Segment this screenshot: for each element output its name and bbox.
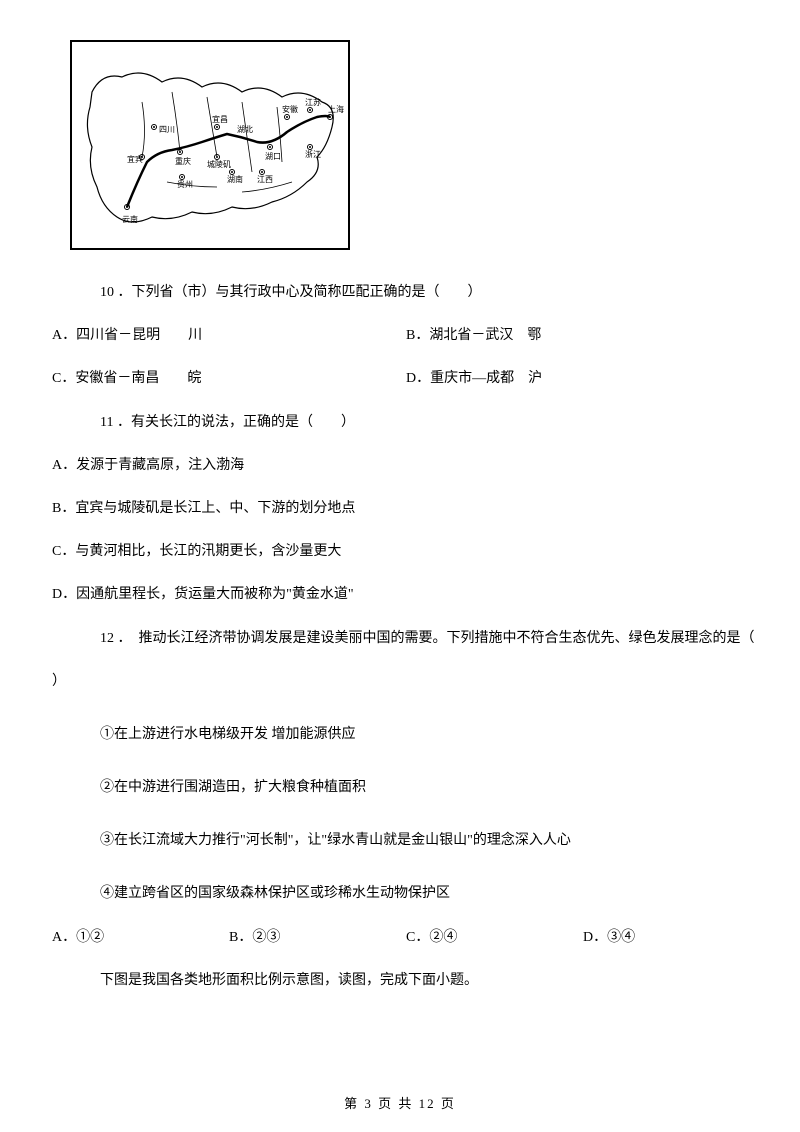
- map-label: 重庆: [175, 156, 191, 166]
- map-label: 浙江: [305, 149, 321, 159]
- map-label: 江西: [257, 175, 273, 184]
- q12-item-1: ①在上游进行水电梯级开发 增加能源供应: [100, 722, 760, 747]
- map-label: 上海: [328, 104, 344, 114]
- q11-option-d: D．因通航里程长，货运量大而被称为"黄金水道": [52, 582, 760, 607]
- map-label: 江苏: [305, 97, 321, 107]
- q11-stem: 11 ．有关长江的说法，正确的是（ ）: [100, 410, 760, 435]
- next-intro: 下图是我国各类地形面积比例示意图，读图，完成下面小题。: [100, 968, 760, 993]
- map-outer-border: [87, 73, 333, 222]
- q11-option-a: A．发源于青藏高原，注入渤海: [52, 453, 760, 478]
- map-label: 湖南: [227, 174, 243, 184]
- map-label: 四川: [159, 125, 175, 134]
- q12-option-a: A．①②: [52, 925, 229, 950]
- q10-stem: 10 ．下列省（市）与其行政中心及简称匹配正确的是（ ）: [100, 280, 760, 305]
- q10-option-d: D．重庆市—成都 沪: [406, 366, 760, 391]
- map-label: 宜昌: [212, 114, 228, 124]
- q12-option-d: D．③④: [583, 925, 760, 950]
- q12-stem-suffix: ）: [52, 669, 760, 694]
- q12-stem-line: 12 ． 推动长江经济带协调发展是建设美丽中国的需要。下列措施中不符合生态优先、…: [100, 626, 760, 651]
- map-labels: 四川宜宾 重庆贵州云南 宜昌湖北城陵矶湖南 江西 湖口 安徽江苏上海浙江: [122, 97, 344, 224]
- map-label: 湖口: [265, 152, 281, 161]
- q10-options-row1: A．四川省－昆明 川 B．湖北省－武汉 鄂: [52, 323, 760, 348]
- page-footer: 第 3 页 共 12 页: [0, 1093, 800, 1112]
- q11-option-b: B．宜宾与城陵矶是长江上、中、下游的划分地点: [52, 496, 760, 521]
- q10-option-a: A．四川省－昆明 川: [52, 323, 406, 348]
- map-label: 贵州: [177, 179, 193, 189]
- map-label: 云南: [122, 214, 138, 224]
- map-figure: 四川宜宾 重庆贵州云南 宜昌湖北城陵矶湖南 江西 湖口 安徽江苏上海浙江: [70, 40, 760, 255]
- q12-options: A．①② B．②③ C．②④ D．③④: [52, 925, 760, 950]
- q12-item-2: ②在中游进行围湖造田，扩大粮食种植面积: [100, 775, 760, 800]
- q12-stem-prefix: 12 ． 推动长江经济带协调发展是建设美丽中国的需要。下列措施中不符合生态优先、…: [100, 631, 769, 646]
- q12-item-4: ④建立跨省区的国家级森林保护区或珍稀水生动物保护区: [100, 881, 760, 906]
- q10-option-c: C．安徽省－南昌 皖: [52, 366, 406, 391]
- q11-option-c: C．与黄河相比，长江的汛期更长，含沙量更大: [52, 539, 760, 564]
- q10-options-row2: C．安徽省－南昌 皖 D．重庆市—成都 沪: [52, 366, 760, 391]
- map-svg: 四川宜宾 重庆贵州云南 宜昌湖北城陵矶湖南 江西 湖口 安徽江苏上海浙江: [70, 40, 350, 250]
- q12-option-c: C．②④: [406, 925, 583, 950]
- map-label: 宜宾: [127, 154, 143, 164]
- q12-item-3: ③在长江流域大力推行"河长制"，让"绿水青山就是金山银山"的理念深入人心: [100, 828, 760, 853]
- q10-option-b: B．湖北省－武汉 鄂: [406, 323, 760, 348]
- map-label: 城陵矶: [207, 160, 231, 169]
- map-label: 湖北: [237, 125, 253, 134]
- map-label: 安徽: [282, 104, 298, 114]
- q12-option-b: B．②③: [229, 925, 406, 950]
